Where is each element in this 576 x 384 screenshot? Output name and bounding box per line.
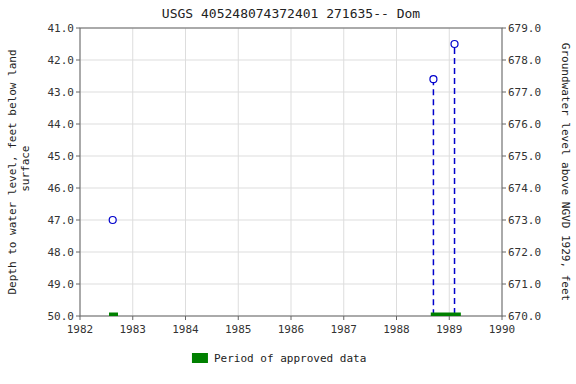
- y2-tick: [502, 60, 506, 61]
- y-tick-label: 48.0: [48, 246, 75, 259]
- grid-line-y: [80, 188, 502, 189]
- x-tick-label: 1982: [67, 323, 94, 336]
- legend: Period of approved data: [192, 352, 366, 365]
- y2-tick: [502, 92, 506, 93]
- grid-line-x: [449, 28, 450, 316]
- grid-line-y: [80, 156, 502, 157]
- plot-data: [109, 41, 461, 317]
- y2-tick-label: 672.0: [508, 246, 541, 259]
- legend-swatch: [192, 353, 208, 363]
- y-axis: 41.0 42.0 43.0 44.0 45.0 46.0 47.0 48.0 49.0 50.0: [48, 22, 81, 323]
- x-tick-label: 1983: [120, 323, 147, 336]
- y-tick-label: 42.0: [48, 54, 75, 67]
- point: [430, 76, 437, 83]
- y-tick: [76, 156, 80, 157]
- grid-line-x: [132, 28, 133, 316]
- y-tick-label: 50.0: [48, 310, 75, 323]
- y2-tick-label: 678.0: [508, 54, 541, 67]
- y-tick-label: 46.0: [48, 182, 75, 195]
- grid: [80, 28, 502, 316]
- y-tick-label: 44.0: [48, 118, 75, 131]
- y2-tick: [502, 316, 506, 317]
- x-tick-label: 1989: [436, 323, 463, 336]
- y2-tick-label: 677.0: [508, 86, 541, 99]
- y-tick-label: 41.0: [48, 22, 75, 35]
- grid-line-y: [80, 284, 502, 285]
- y2-tick-label: 673.0: [508, 214, 541, 227]
- y-tick: [76, 124, 80, 125]
- y-tick: [76, 92, 80, 93]
- grid-line-x: [238, 28, 239, 316]
- grid-line-y: [80, 60, 502, 61]
- y2-tick: [502, 28, 506, 29]
- y2-tick: [502, 124, 506, 125]
- y-axis-label-line: Depth to water level, feet below land: [6, 49, 19, 294]
- y-tick: [76, 252, 80, 253]
- grid-line-x: [185, 28, 186, 316]
- y-tick: [76, 188, 80, 189]
- approved-period: [431, 313, 461, 317]
- legend-label: Period of approved data: [214, 352, 366, 365]
- y2-tick-label: 679.0: [508, 22, 541, 35]
- y2-tick-label: 671.0: [508, 278, 541, 291]
- y2-tick-label: 676.0: [508, 118, 541, 131]
- y2-tick: [502, 220, 506, 221]
- x-tick-label: 1988: [383, 323, 410, 336]
- x-tick-label: 1987: [331, 323, 358, 336]
- x-tick: [291, 316, 292, 320]
- y2-tick: [502, 188, 506, 189]
- grid-line-y: [80, 92, 502, 93]
- point: [109, 217, 116, 224]
- y2-tick-label: 674.0: [508, 182, 541, 195]
- x-tick-label: 1984: [172, 323, 199, 336]
- y-tick: [76, 316, 80, 317]
- y-tick: [76, 284, 80, 285]
- x-tick: [449, 316, 450, 320]
- x-tick-label: 1985: [225, 323, 252, 336]
- x-tick: [185, 316, 186, 320]
- x-tick: [132, 316, 133, 320]
- x-tick: [502, 316, 503, 320]
- x-tick-label: 1990: [489, 323, 516, 336]
- y2-tick-label: 670.0: [508, 310, 541, 323]
- approved-period: [109, 313, 118, 317]
- grid-line-y: [80, 220, 502, 221]
- y2-tick: [502, 284, 506, 285]
- grid-line-x: [343, 28, 344, 316]
- y-axis-label: Depth to water level, feet below land su…: [6, 49, 32, 294]
- y-tick-label: 47.0: [48, 214, 75, 227]
- y-tick: [76, 28, 80, 29]
- x-tick-label: 1986: [278, 323, 305, 336]
- x-tick: [238, 316, 239, 320]
- y-tick-label: 45.0: [48, 150, 75, 163]
- chart: 1982 1983 1984 1985 1986 1987 1988 1989 1990 41.0…: [0, 0, 576, 384]
- y2-axis: 679.0 678.0 677.0 676.0 675.0 674.0 673.0 672.0…: [502, 22, 541, 323]
- y-axis-label-line: surface: [19, 146, 32, 199]
- y2-tick-label: 675.0: [508, 150, 541, 163]
- y-tick-label: 49.0: [48, 278, 75, 291]
- plot-frame: [80, 28, 502, 316]
- grid-line-x: [396, 28, 397, 316]
- y2-axis-label: Groundwater level above NGVD 1929, feet: [559, 43, 572, 301]
- x-axis: 1982 1983 1984 1985 1986 1987 1988 1989 1990: [67, 316, 516, 336]
- y-tick-label: 43.0: [48, 86, 75, 99]
- grid-line-x: [291, 28, 292, 316]
- line: [433, 44, 454, 316]
- y-tick: [76, 220, 80, 221]
- y-tick: [76, 60, 80, 61]
- title: USGS 405248074372401 271635-- Dom: [162, 6, 420, 21]
- y2-tick: [502, 252, 506, 253]
- x-tick: [396, 316, 397, 320]
- point: [451, 41, 458, 48]
- grid-line-y: [80, 124, 502, 125]
- x-tick: [343, 316, 344, 320]
- y2-tick: [502, 156, 506, 157]
- x-tick: [80, 316, 81, 320]
- grid-line-y: [80, 252, 502, 253]
